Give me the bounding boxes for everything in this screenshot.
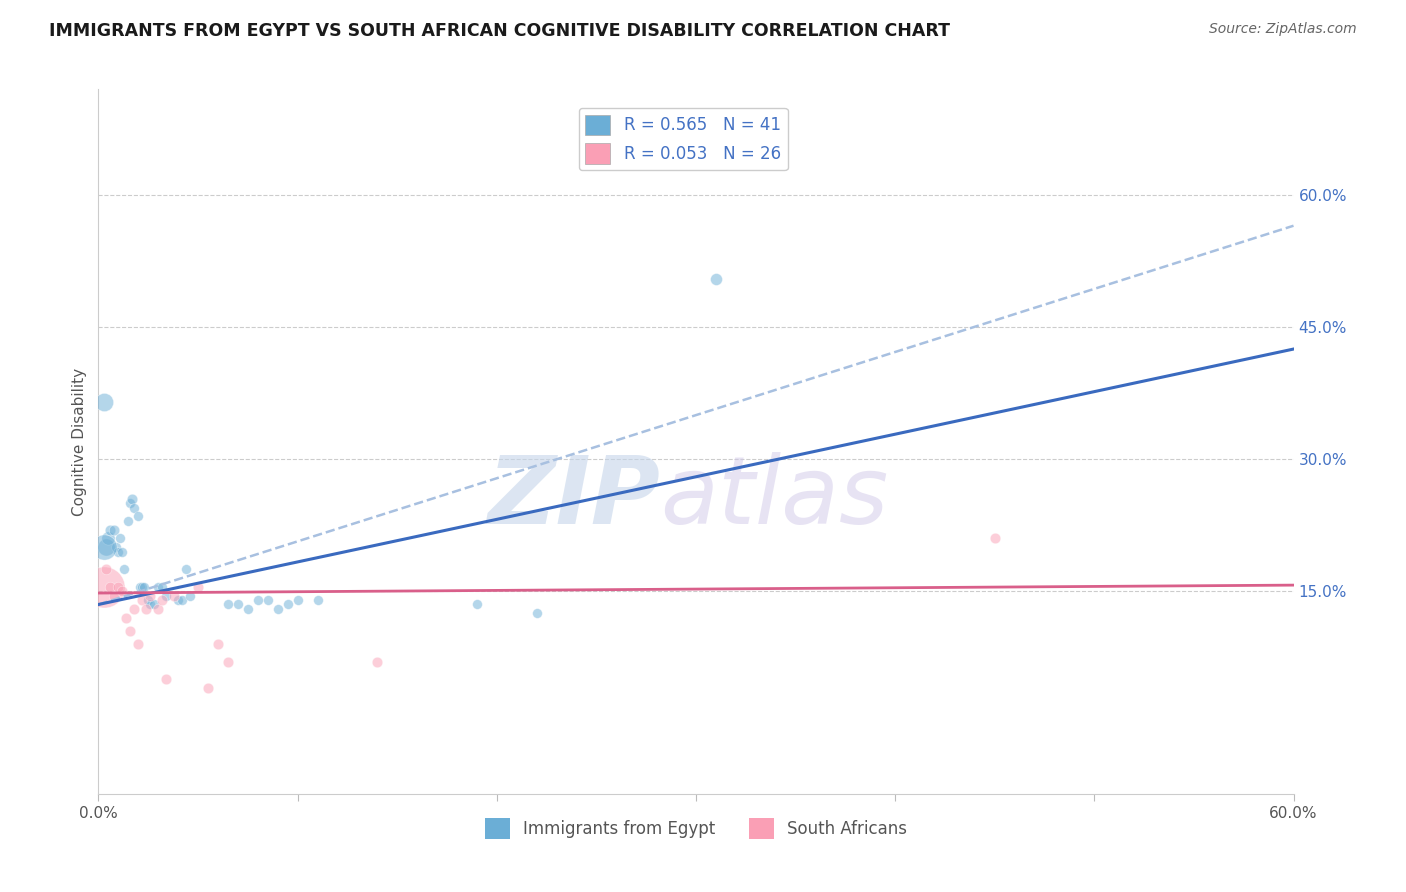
Point	[131, 593, 153, 607]
Point	[93, 580, 115, 594]
Point	[139, 589, 162, 603]
Point	[172, 593, 194, 607]
Point	[256, 593, 278, 607]
Point	[120, 624, 142, 638]
Text: ZIP: ZIP	[488, 452, 661, 544]
Point	[131, 580, 153, 594]
Point	[704, 271, 727, 285]
Point	[150, 580, 173, 594]
Point	[127, 637, 149, 651]
Point	[110, 532, 132, 546]
Point	[366, 655, 388, 669]
Point	[127, 509, 149, 524]
Point	[143, 598, 166, 612]
Point	[148, 580, 170, 594]
Point	[155, 673, 177, 687]
Point	[217, 598, 239, 612]
Y-axis label: Cognitive Disability: Cognitive Disability	[72, 368, 87, 516]
Point	[526, 607, 548, 621]
Point	[277, 598, 299, 612]
Point	[167, 593, 190, 607]
Point	[148, 602, 170, 616]
Point	[93, 395, 115, 409]
Point	[246, 593, 269, 607]
Point	[139, 598, 162, 612]
Point	[105, 540, 128, 554]
Point	[150, 593, 173, 607]
Point	[179, 589, 201, 603]
Point	[98, 523, 122, 537]
Point	[465, 598, 488, 612]
Point	[155, 589, 177, 603]
Point	[107, 544, 129, 558]
Point	[236, 602, 259, 616]
Text: IMMIGRANTS FROM EGYPT VS SOUTH AFRICAN COGNITIVE DISABILITY CORRELATION CHART: IMMIGRANTS FROM EGYPT VS SOUTH AFRICAN C…	[49, 22, 950, 40]
Point	[226, 598, 249, 612]
Point	[112, 562, 135, 576]
Point	[984, 532, 1007, 546]
Point	[163, 589, 186, 603]
Text: Source: ZipAtlas.com: Source: ZipAtlas.com	[1209, 22, 1357, 37]
Point	[124, 602, 146, 616]
Point	[98, 580, 122, 594]
Point	[103, 589, 125, 603]
Point	[120, 496, 142, 510]
Point	[107, 580, 129, 594]
Point	[124, 500, 146, 515]
Point	[135, 602, 157, 616]
Legend: Immigrants from Egypt, South Africans: Immigrants from Egypt, South Africans	[478, 812, 914, 846]
Point	[129, 580, 152, 594]
Point	[287, 593, 309, 607]
Point	[207, 637, 229, 651]
Point	[115, 610, 138, 624]
Point	[187, 580, 209, 594]
Point	[134, 580, 156, 594]
Point	[96, 562, 118, 576]
Point	[121, 491, 143, 506]
Point	[174, 562, 197, 576]
Point	[217, 655, 239, 669]
Point	[307, 593, 329, 607]
Point	[136, 593, 159, 607]
Point	[97, 532, 120, 546]
Point	[93, 540, 115, 554]
Point	[267, 602, 290, 616]
Point	[197, 681, 219, 696]
Text: atlas: atlas	[661, 452, 889, 543]
Point	[103, 523, 125, 537]
Point	[117, 514, 139, 528]
Point	[111, 544, 134, 558]
Point	[111, 584, 134, 599]
Point	[96, 540, 118, 554]
